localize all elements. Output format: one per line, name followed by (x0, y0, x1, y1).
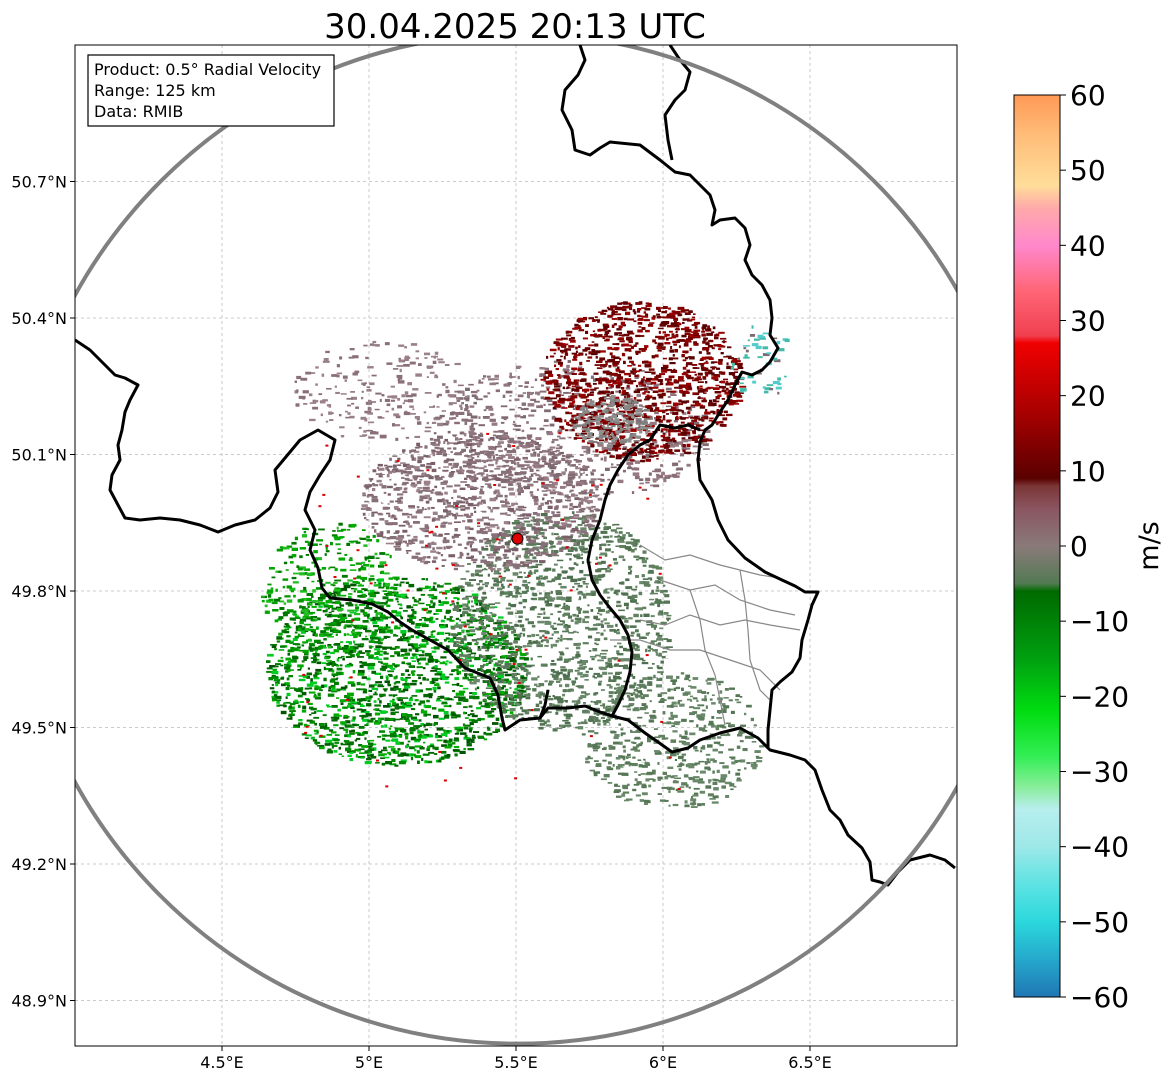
colorbar-tick-label: 60 (1070, 79, 1106, 112)
colorbar-tick-label: 0 (1070, 530, 1088, 563)
range-ring (75, 45, 957, 1046)
colorbar-tick-label: 10 (1070, 455, 1106, 488)
colorbar-tick-label: 40 (1070, 229, 1106, 262)
longitude-ticks: 4.5°E 5°E 5.5°E 6°E 6.5°E (200, 1046, 832, 1072)
lat-tick-label: 49.2°N (11, 855, 67, 874)
border-east (560, 45, 820, 748)
figure-title: 30.04.2025 20:13 UTC (324, 7, 706, 47)
colorbar-tick-label: −30 (1070, 756, 1129, 789)
lat-tick-label: 50.7°N (11, 173, 67, 192)
colorbar-label: m/s (1134, 521, 1165, 570)
lon-tick-label: 5°E (355, 1053, 383, 1072)
lon-tick-label: 5.5°E (494, 1053, 538, 1072)
info-box: Product: 0.5° Radial Velocity Range: 125… (87, 54, 335, 127)
border-west (75, 338, 956, 887)
country-borders (75, 45, 956, 887)
radar-site-marker (511, 532, 524, 545)
info-data: Data: RMIB (94, 102, 183, 121)
lat-tick-label: 49.8°N (11, 582, 67, 601)
colorbar-tick-label: −60 (1070, 981, 1129, 1014)
colorbar-ticks: 60 50 40 30 20 10 0 −10 −20 −30 −40 −50 −60 (1060, 79, 1129, 1014)
colorbar-tick-label: 50 (1070, 154, 1106, 187)
lon-tick-label: 6°E (649, 1053, 677, 1072)
lat-tick-label: 50.4°N (11, 309, 67, 328)
info-product: Product: 0.5° Radial Velocity (94, 60, 321, 79)
border-inner (586, 423, 701, 717)
lat-tick-label: 50.1°N (11, 446, 67, 465)
latitude-ticks: 50.7°N 50.4°N 50.1°N 49.8°N 49.5°N 49.2°N 48.9… (11, 173, 75, 1011)
lat-tick-label: 49.5°N (11, 719, 67, 738)
colorbar-tick-label: −50 (1070, 906, 1129, 939)
colorbar-tick-label: −40 (1070, 831, 1129, 864)
map-gridlines (75, 45, 957, 1046)
colorbar-gradient (1013, 94, 1061, 998)
info-box-frame (87, 54, 335, 127)
colorbar-tick-label: −10 (1070, 605, 1129, 638)
colorbar-tick-label: 20 (1070, 380, 1106, 413)
lon-tick-label: 6.5°E (788, 1053, 832, 1072)
lat-tick-label: 48.9°N (11, 992, 67, 1011)
colorbar-tick-label: 30 (1070, 305, 1106, 338)
lon-tick-label: 4.5°E (200, 1053, 244, 1072)
info-range: Range: 125 km (94, 81, 216, 100)
velocity-echoes (261, 301, 790, 808)
colorbar-tick-label: −20 (1070, 680, 1129, 713)
regional-boundaries (610, 544, 801, 726)
colorbar: 60 50 40 30 20 10 0 −10 −20 −30 −40 −50 −60 m/s (1013, 79, 1165, 1014)
border-sw-lower (538, 689, 550, 719)
map-panel (74, 44, 958, 1047)
